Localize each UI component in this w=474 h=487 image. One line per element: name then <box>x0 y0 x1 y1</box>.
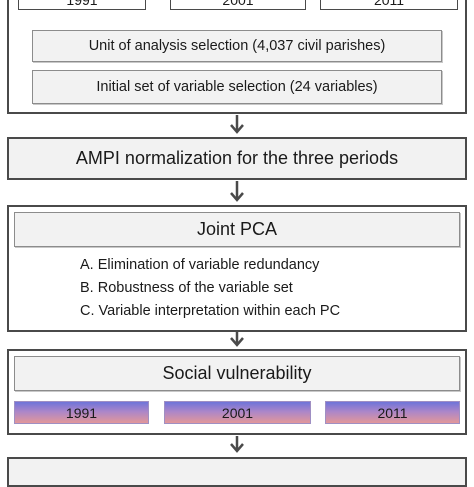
arrow-down-2 <box>230 181 244 202</box>
social-vulnerability-title: Social vulnerability <box>162 363 312 383</box>
pca-step-a: A. Elimination of variable redundancy <box>80 257 320 273</box>
year-label-1991-top: 1991 <box>66 0 98 8</box>
year-label-2011-top: 2011 <box>373 0 405 8</box>
arrow-down-1 <box>230 115 244 134</box>
initial-variable-set-label: Initial set of variable selection (24 va… <box>96 79 378 95</box>
period-1991-bar: 1991 <box>14 401 149 424</box>
arrow-down-3 <box>230 332 244 347</box>
period-2001-label: 2001 <box>221 404 254 421</box>
year-label-2001-top: 2001 <box>222 0 254 8</box>
next-stage-box <box>7 457 467 487</box>
year-box-2011-top: 2011 <box>320 0 458 10</box>
pca-step-c: C. Variable interpretation within each P… <box>80 303 341 319</box>
arrow-down-4 <box>230 436 244 453</box>
joint-pca-title: Joint PCA <box>196 219 278 239</box>
year-box-2001-top: 2001 <box>170 0 306 10</box>
pca-step-b: B. Robustness of the variable set <box>80 280 293 296</box>
period-2011-bar: 2011 <box>325 401 460 424</box>
period-2011-label: 2011 <box>377 404 408 421</box>
unit-of-analysis-label: Unit of analysis selection (4,037 civil … <box>88 38 386 54</box>
ampi-normalization-box: AMPI normalization for the three periods <box>7 137 467 180</box>
social-vulnerability-title-box: Social vulnerability <box>14 356 460 391</box>
joint-pca-title-box: Joint PCA <box>14 212 460 247</box>
unit-of-analysis-box: Unit of analysis selection (4,037 civil … <box>32 30 442 62</box>
year-box-1991-top: 1991 <box>18 0 146 10</box>
initial-variable-set-box: Initial set of variable selection (24 va… <box>32 70 442 104</box>
period-1991-label: 1991 <box>65 404 98 421</box>
ampi-normalization-label: AMPI normalization for the three periods <box>75 148 399 168</box>
period-2001-bar: 2001 <box>164 401 311 424</box>
